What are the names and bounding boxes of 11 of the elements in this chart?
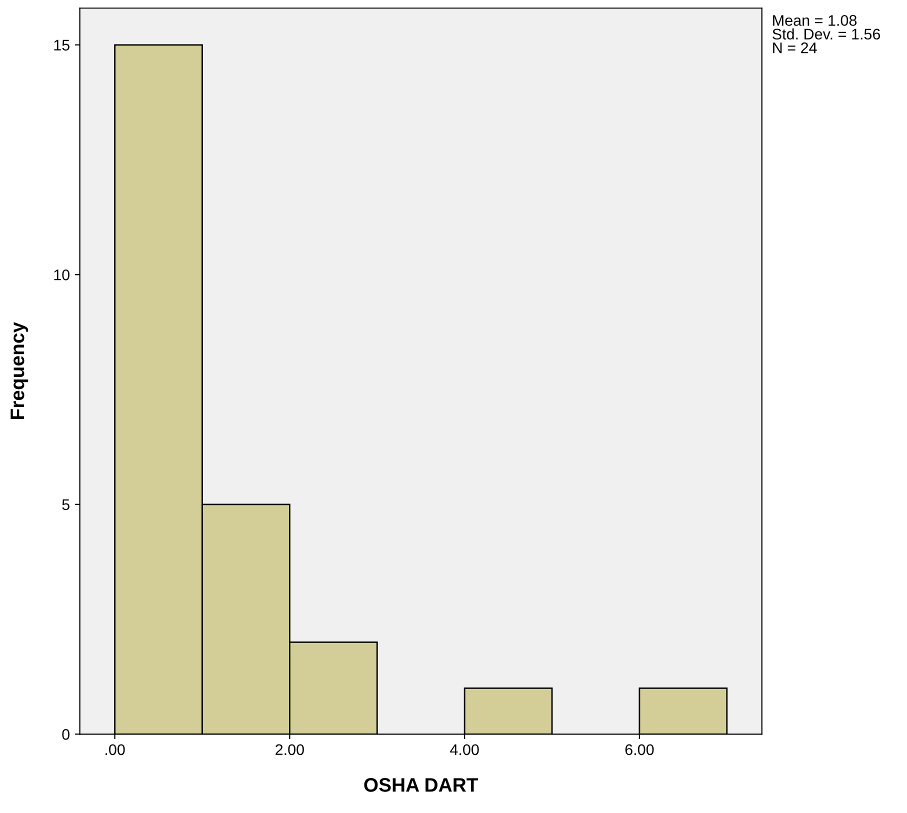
y-tick-label: 5 xyxy=(62,499,70,510)
y-axis-title: Frequency xyxy=(10,322,28,419)
y-tick-label: 0 xyxy=(62,729,70,740)
x-axis-title: OSHA DART xyxy=(364,778,478,792)
text: Mean = 1.08 Std. Dev. = 1.56 N = 24 xyxy=(772,15,880,54)
x-tick-label: 2.00 xyxy=(276,744,304,756)
x-tick-label: 4.00 xyxy=(450,744,479,756)
y-tick-label: 15 xyxy=(54,40,70,51)
x-tick-label: .00 xyxy=(106,744,125,756)
y-tick-label: 10 xyxy=(54,270,70,280)
x-tick-label: 6.00 xyxy=(625,744,654,756)
